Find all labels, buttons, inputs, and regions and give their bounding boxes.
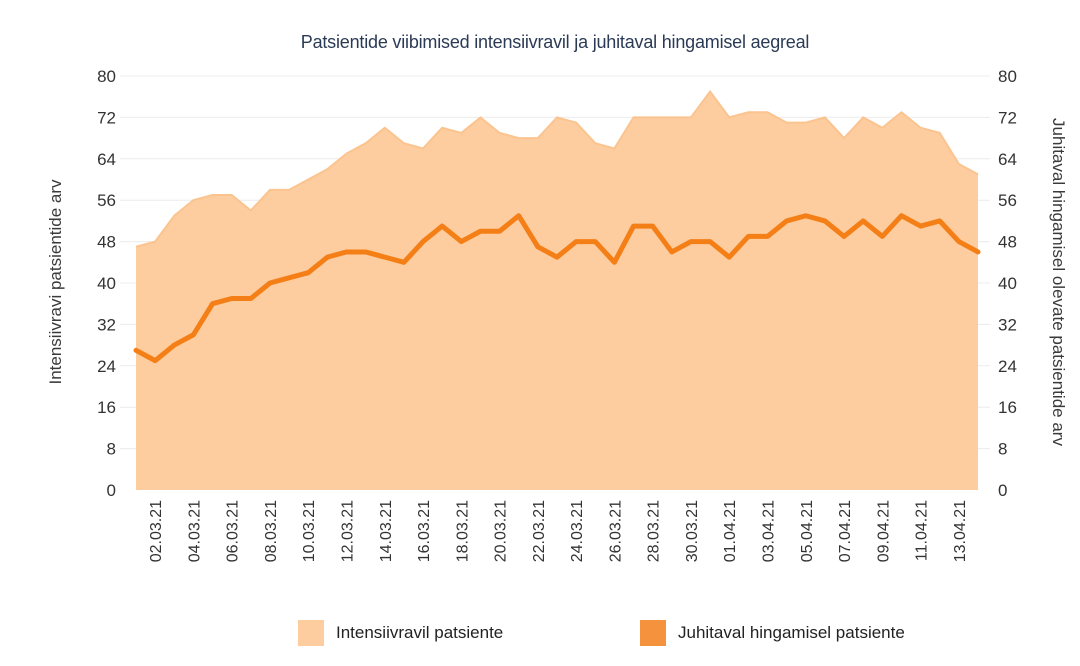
y-tick-label-left: 80 — [97, 67, 116, 86]
y-tick-label-right: 24 — [998, 357, 1017, 376]
y-tick-label-left: 16 — [97, 398, 116, 417]
legend-item-intensiivravil[interactable]: Intensiivravil patsiente — [298, 620, 503, 646]
y-tick-label-left: 72 — [97, 108, 116, 127]
y-tick-label-left: 32 — [97, 315, 116, 334]
y-tick-label-right: 80 — [998, 67, 1017, 86]
y-tick-label-right: 72 — [998, 108, 1017, 127]
y-axis-right-label: Juhitaval hingamisel olevate patsientide… — [1049, 118, 1068, 446]
x-tick-label: 06.03.21 — [225, 500, 242, 562]
y-tick-label-left: 24 — [97, 357, 116, 376]
y-tick-label-left: 48 — [97, 233, 116, 252]
y-tick-label-right: 40 — [998, 274, 1017, 293]
x-tick-label: 14.03.21 — [378, 500, 395, 562]
legend-swatch-area — [298, 620, 324, 646]
y-tick-label-left: 0 — [107, 481, 116, 500]
y-tick-label-right: 8 — [998, 440, 1007, 459]
legend-label-juhitaval: Juhitaval hingamisel patsiente — [678, 623, 905, 642]
legend-label-intensiivravil: Intensiivravil patsiente — [336, 623, 504, 642]
x-tick-label: 30.03.21 — [684, 500, 701, 562]
x-tick-label: 12.03.21 — [340, 500, 357, 562]
y-tick-label-right: 56 — [998, 191, 1017, 210]
x-tick-label: 02.03.21 — [148, 500, 165, 562]
y-tick-label-right: 64 — [998, 150, 1017, 169]
y-tick-label-left: 8 — [107, 440, 116, 459]
y-tick-label-left: 64 — [97, 150, 116, 169]
x-tick-label: 04.03.21 — [186, 500, 203, 562]
y-axis-left-label: Intensiivravi patsientide arv — [46, 179, 65, 385]
x-tick-label: 05.04.21 — [799, 500, 816, 562]
y-tick-label-right: 16 — [998, 398, 1017, 417]
x-tick-label: 16.03.21 — [416, 500, 433, 562]
x-tick-label: 18.03.21 — [454, 500, 471, 562]
x-tick-label: 28.03.21 — [646, 500, 663, 562]
x-tick-label: 26.03.21 — [607, 500, 624, 562]
x-tick-label: 08.03.21 — [263, 500, 280, 562]
y-tick-label-right: 32 — [998, 315, 1017, 334]
y-tick-label-right: 48 — [998, 233, 1017, 252]
legend-swatch-line — [640, 620, 666, 646]
x-tick-label: 20.03.21 — [493, 500, 510, 562]
x-tick-label: 07.04.21 — [837, 500, 854, 562]
y-tick-label-left: 40 — [97, 274, 116, 293]
y-tick-label-left: 56 — [97, 191, 116, 210]
y-tick-label-right: 0 — [998, 481, 1007, 500]
chart-title: Patsientide viibimised intensiivravil ja… — [300, 32, 810, 52]
x-tick-label: 09.04.21 — [875, 500, 892, 562]
x-tick-label: 13.04.21 — [952, 500, 969, 562]
line-series-juhitaval — [133, 213, 981, 364]
x-tick-label: 10.03.21 — [301, 500, 318, 562]
legend-item-juhitaval[interactable]: Juhitaval hingamisel patsiente — [640, 620, 905, 646]
x-tick-label: 11.04.21 — [914, 500, 931, 561]
x-tick-label: 03.04.21 — [761, 500, 778, 562]
x-tick-label: 01.04.21 — [722, 500, 739, 562]
x-tick-label: 24.03.21 — [569, 500, 586, 562]
area-series-edge — [135, 89, 979, 248]
x-tick-label: 22.03.21 — [531, 500, 548, 562]
area-series-intensiivravil — [136, 91, 978, 491]
